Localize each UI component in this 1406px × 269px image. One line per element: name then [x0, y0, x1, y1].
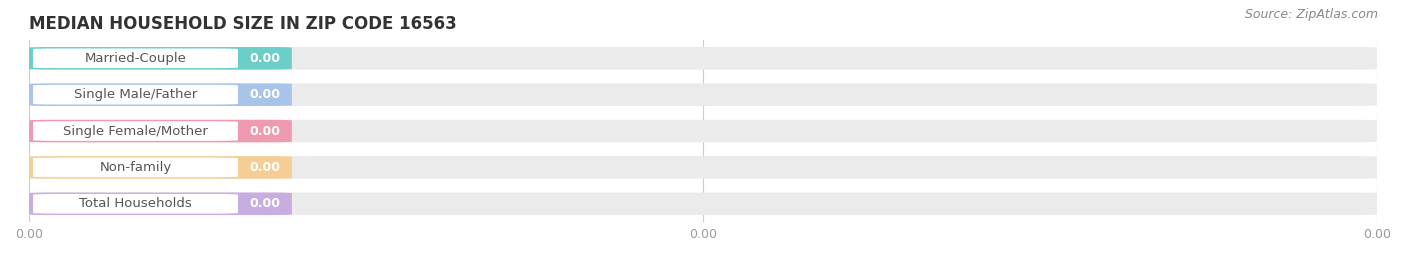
FancyBboxPatch shape [30, 47, 1376, 70]
FancyBboxPatch shape [34, 158, 238, 177]
Text: Single Male/Father: Single Male/Father [75, 88, 197, 101]
FancyBboxPatch shape [30, 83, 292, 106]
FancyBboxPatch shape [30, 193, 1376, 215]
Text: Source: ZipAtlas.com: Source: ZipAtlas.com [1244, 8, 1378, 21]
FancyBboxPatch shape [34, 121, 238, 141]
FancyBboxPatch shape [34, 85, 238, 104]
Text: Married-Couple: Married-Couple [84, 52, 187, 65]
Text: 0.00: 0.00 [249, 88, 280, 101]
FancyBboxPatch shape [30, 83, 1376, 106]
FancyBboxPatch shape [30, 47, 292, 70]
FancyBboxPatch shape [30, 193, 292, 215]
FancyBboxPatch shape [34, 194, 238, 214]
Text: 0.00: 0.00 [249, 52, 280, 65]
Text: Non-family: Non-family [100, 161, 172, 174]
Text: MEDIAN HOUSEHOLD SIZE IN ZIP CODE 16563: MEDIAN HOUSEHOLD SIZE IN ZIP CODE 16563 [30, 15, 457, 33]
Text: 0.00: 0.00 [249, 125, 280, 137]
FancyBboxPatch shape [34, 48, 238, 68]
FancyBboxPatch shape [30, 156, 1376, 179]
Text: 0.00: 0.00 [249, 197, 280, 210]
Text: Total Households: Total Households [79, 197, 191, 210]
Text: 0.00: 0.00 [249, 161, 280, 174]
FancyBboxPatch shape [30, 120, 292, 142]
Text: Single Female/Mother: Single Female/Mother [63, 125, 208, 137]
FancyBboxPatch shape [30, 156, 292, 179]
FancyBboxPatch shape [30, 120, 1376, 142]
